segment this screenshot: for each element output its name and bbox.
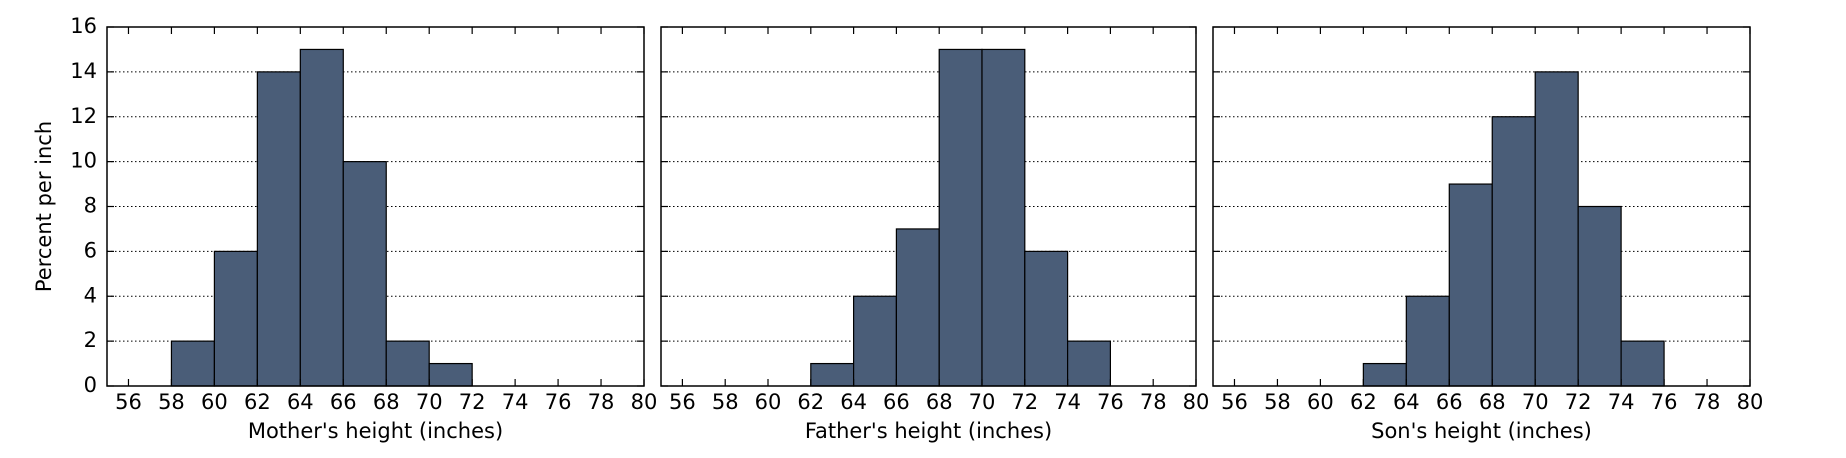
x-axis-label: Mother's height (inches) bbox=[248, 419, 503, 443]
x-tick-label: 58 bbox=[1264, 390, 1291, 414]
x-tick-label: 70 bbox=[1522, 390, 1549, 414]
x-tick-label: 78 bbox=[1694, 390, 1721, 414]
bar bbox=[938, 48, 983, 387]
x-tick-label: 76 bbox=[1097, 390, 1124, 414]
bar bbox=[1066, 340, 1111, 387]
bar bbox=[1577, 205, 1622, 387]
x-tick-label: 70 bbox=[969, 390, 996, 414]
panel: 56 58 60 62 64 66 68 70 72 74 76 78 80 Son's height (… bbox=[1212, 26, 1764, 443]
x-tick-label: 72 bbox=[1011, 390, 1038, 414]
x-tick-label: 74 bbox=[1054, 390, 1081, 414]
x-tick-label: 76 bbox=[545, 390, 572, 414]
y-axis-label: Percent per inch bbox=[32, 121, 56, 292]
y-tick-label: 2 bbox=[84, 328, 97, 352]
y-tick-label: 14 bbox=[70, 59, 97, 83]
bar bbox=[1491, 116, 1536, 387]
bar bbox=[1448, 183, 1493, 387]
axes-frame bbox=[660, 26, 1197, 387]
y-tick-label: 8 bbox=[84, 194, 97, 218]
x-axis-label: Father's height (inches) bbox=[805, 419, 1052, 443]
bar bbox=[213, 250, 258, 387]
x-tick-label: 58 bbox=[712, 390, 739, 414]
x-tick-label: 66 bbox=[883, 390, 910, 414]
y-tick-label: 16 bbox=[70, 14, 97, 38]
bar bbox=[299, 48, 344, 387]
y-tick-label: 12 bbox=[70, 104, 97, 128]
x-tick-label: 78 bbox=[588, 390, 615, 414]
x-tick-label: 76 bbox=[1651, 390, 1678, 414]
x-tick-label: 62 bbox=[797, 390, 824, 414]
y-tick-label: 0 bbox=[84, 373, 97, 397]
bar bbox=[170, 340, 216, 387]
x-tick-label: 64 bbox=[287, 390, 314, 414]
bar bbox=[256, 71, 301, 387]
bar bbox=[1405, 295, 1450, 387]
x-tick-label: 56 bbox=[669, 390, 696, 414]
x-axis-label: Son's height (inches) bbox=[1371, 419, 1592, 443]
x-tick-label: 64 bbox=[1393, 390, 1420, 414]
x-tick-label: 68 bbox=[373, 390, 400, 414]
x-tick-label: 56 bbox=[1221, 390, 1248, 414]
x-tick-label: 72 bbox=[459, 390, 486, 414]
bar bbox=[981, 48, 1026, 387]
x-tick-label: 70 bbox=[416, 390, 443, 414]
x-tick-label: 60 bbox=[201, 390, 228, 414]
x-tick-label: 60 bbox=[755, 390, 782, 414]
x-tick-label: 60 bbox=[1307, 390, 1334, 414]
x-tick-label: 80 bbox=[631, 390, 658, 414]
axes-frame bbox=[1212, 26, 1751, 387]
panel: 56 58 60 62 64 66 68 70 72 74 76 78 80 Father's heigh… bbox=[660, 26, 1210, 443]
bar bbox=[1534, 71, 1579, 387]
x-tick-label: 56 bbox=[115, 390, 142, 414]
x-tick-label: 72 bbox=[1565, 390, 1592, 414]
x-tick-label: 62 bbox=[1350, 390, 1377, 414]
x-tick-label: 58 bbox=[158, 390, 185, 414]
x-tick-label: 68 bbox=[1479, 390, 1506, 414]
x-tick-label: 66 bbox=[330, 390, 357, 414]
x-tick-label: 80 bbox=[1183, 390, 1210, 414]
bar bbox=[385, 340, 430, 387]
y-tick-label: 6 bbox=[84, 238, 97, 262]
x-tick-label: 68 bbox=[926, 390, 953, 414]
bar bbox=[428, 362, 473, 387]
x-tick-label: 62 bbox=[244, 390, 271, 414]
x-tick-label: 74 bbox=[502, 390, 529, 414]
axes-frame bbox=[106, 26, 645, 387]
x-tick-label: 74 bbox=[1608, 390, 1635, 414]
x-tick-label: 78 bbox=[1140, 390, 1167, 414]
x-tick-label: 66 bbox=[1436, 390, 1463, 414]
y-tick-label: 10 bbox=[70, 149, 97, 173]
y-tick-label: 4 bbox=[84, 283, 97, 307]
bar bbox=[1362, 362, 1407, 387]
bar bbox=[810, 362, 855, 387]
x-tick-label: 80 bbox=[1737, 390, 1764, 414]
x-tick-label: 64 bbox=[840, 390, 867, 414]
bar bbox=[1024, 250, 1069, 387]
bar bbox=[1620, 340, 1665, 387]
bar bbox=[342, 161, 387, 387]
bar bbox=[895, 228, 940, 387]
bar bbox=[852, 295, 897, 387]
